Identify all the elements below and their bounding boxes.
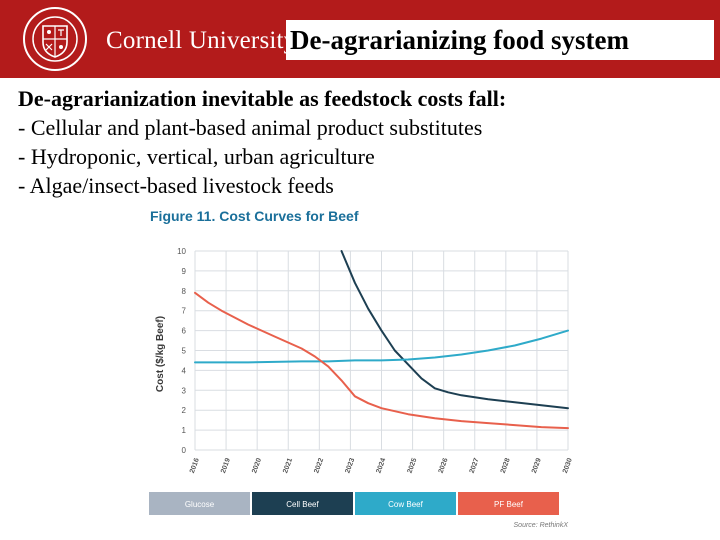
legend-label: PF Beef (494, 500, 524, 509)
x-tick-label: 2027 (469, 457, 481, 474)
x-tick-label: 2024 (375, 457, 387, 474)
y-tick-label: 10 (177, 247, 186, 256)
x-tick-label: 2019 (220, 457, 232, 474)
y-tick-label: 7 (182, 307, 187, 316)
grid-lines (194, 250, 569, 451)
bullet-item: - Cellular and plant-based animal produc… (18, 115, 483, 140)
y-tick-label: 4 (182, 366, 187, 375)
y-tick-label: 8 (182, 287, 187, 296)
y-tick-label: 5 (182, 347, 187, 356)
x-tick-label: 2016 (189, 457, 201, 474)
y-tick-label: 9 (182, 267, 187, 276)
series-line-pf-beef (194, 291, 569, 430)
bullet-item: - Hydroponic, vertical, urban agricultur… (18, 144, 375, 169)
x-tick-label: 2026 (438, 457, 450, 474)
y-tick-label: 0 (182, 446, 187, 455)
legend-swatch-cow-beef (355, 492, 456, 515)
y-tick-label: 2 (182, 406, 187, 415)
bullet-item: - Algae/insect-based livestock feeds (18, 173, 334, 198)
body-heading: De-agrarianization inevitable as feedsto… (18, 86, 507, 111)
brand-wordmark: Cornell University (106, 27, 297, 54)
x-tick-label: 2028 (500, 457, 512, 474)
legend-label: Glucose (185, 500, 215, 509)
cornell-seal-logo (23, 7, 87, 71)
legend-label: Cell Beef (286, 500, 319, 509)
x-tick-label: 2029 (531, 457, 543, 474)
y-tick-label: 3 (182, 386, 187, 395)
slide-title: De-agrarianizing food system (286, 20, 714, 60)
x-tick-label: 2022 (313, 457, 325, 474)
series-line-cow-beef (194, 329, 569, 364)
legend-label: Cow Beef (388, 500, 423, 509)
x-tick-label: 2021 (282, 457, 294, 474)
x-tick-labels: 2016 2019 2020 2021 2022 2023 2024 2025 2026 2027… (189, 457, 574, 474)
x-tick-label: 2023 (344, 457, 356, 474)
y-tick-labels: 0 1 2 3 4 5 6 7 8 9 10 (177, 247, 186, 455)
x-tick-label: 2020 (251, 457, 263, 474)
series-lines (194, 250, 569, 430)
legend: Glucose Cell Beef Cow Beef PF Beef (149, 492, 559, 515)
slide-body: De-agrarianization inevitable as feedsto… (18, 84, 708, 200)
series-line-cell-beef (340, 250, 569, 410)
x-tick-label: 2025 (407, 457, 419, 474)
legend-swatch-glucose (149, 492, 250, 515)
x-tick-label: 2030 (562, 457, 574, 474)
legend-swatch-pf-beef (458, 492, 559, 515)
header-banner: Cornell University De-agrarianizing food… (0, 0, 720, 78)
legend-swatch-cell-beef (252, 492, 353, 515)
beef-cost-chart: Figure 11. Cost Curves for Beef Cost ($/… (149, 208, 574, 529)
chart-title: Figure 11. Cost Curves for Beef (150, 208, 359, 224)
chart-source: Source: RethinkX (514, 522, 569, 529)
y-tick-label: 6 (182, 327, 187, 336)
y-axis-label: Cost ($/kg Beef) (155, 316, 166, 392)
y-tick-label: 1 (182, 426, 187, 435)
